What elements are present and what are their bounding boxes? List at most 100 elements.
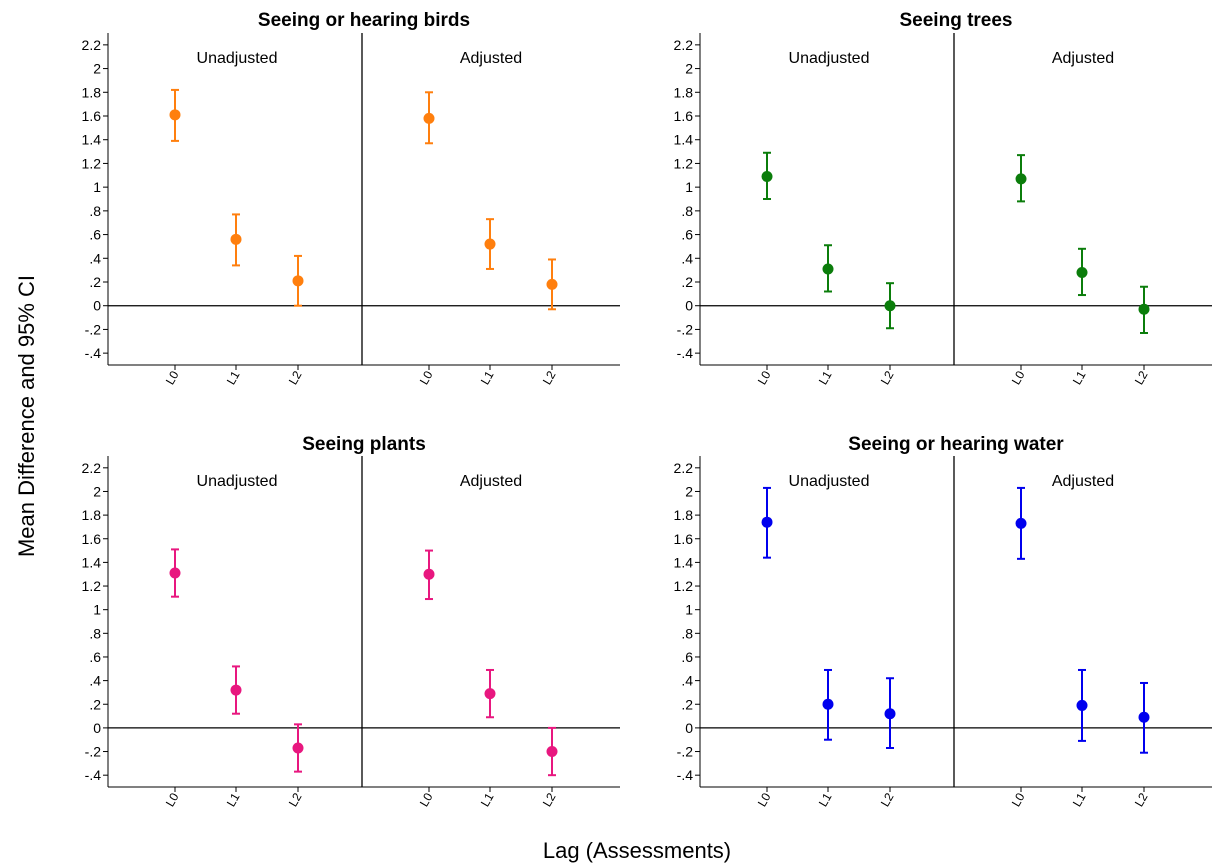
y-tick-label: .8 <box>681 625 693 641</box>
y-tick-label: 0 <box>685 298 693 314</box>
x-tick-label: L0 <box>1009 368 1028 387</box>
y-tick-label: .8 <box>89 625 101 641</box>
section-label: Adjusted <box>1052 473 1114 490</box>
y-tick-label: 1.8 <box>674 507 694 523</box>
chart-panel: Seeing trees -.4 -.2 0 .2 .4 .6 .8 1 1.2 1.4 1.6 1.8… <box>674 10 1212 387</box>
y-tick-label: .6 <box>89 227 101 243</box>
y-tick-label: .2 <box>89 274 101 290</box>
section-label: Adjusted <box>460 50 522 67</box>
y-tick-label: 2 <box>685 61 693 77</box>
y-tick-label: .2 <box>681 696 693 712</box>
x-tick-label: L1 <box>1070 368 1089 387</box>
x-tick-label: L0 <box>163 368 182 387</box>
mean-point <box>423 568 435 580</box>
mean-point <box>230 233 242 245</box>
y-tick-label: 1 <box>685 602 693 618</box>
mean-point <box>822 698 834 710</box>
x-tick-label: L0 <box>163 790 182 809</box>
x-tick-label: L1 <box>816 790 835 809</box>
panel-title: Seeing trees <box>900 10 1013 31</box>
x-tick-label: L0 <box>417 790 436 809</box>
x-tick-label: L1 <box>478 790 497 809</box>
mean-point <box>1138 711 1150 723</box>
chart-panel: Seeing plants -.4 -.2 0 .2 .4 .6 .8 1 1.2 1.4 1.6 1.… <box>82 434 620 809</box>
x-tick-label: L2 <box>1132 368 1151 387</box>
x-tick-label: L0 <box>755 790 774 809</box>
y-tick-label: .8 <box>681 203 693 219</box>
y-tick-label: .2 <box>89 696 101 712</box>
y-axis-title: Mean Difference and 95% CI <box>14 275 39 557</box>
mean-point <box>1015 517 1027 529</box>
y-tick-label: 1.4 <box>82 132 102 148</box>
mean-point <box>169 567 181 579</box>
chart-panel: Seeing or hearing water -.4 -.2 0 .2 .4 .6 .8 1 1… <box>674 434 1212 809</box>
y-tick-label: .4 <box>681 673 693 689</box>
mean-point <box>423 112 435 124</box>
x-tick-label: L1 <box>816 368 835 387</box>
y-tick-label: 0 <box>93 720 101 736</box>
x-tick-label: L0 <box>755 368 774 387</box>
x-tick-label: L2 <box>878 368 897 387</box>
y-tick-label: -.2 <box>85 321 102 337</box>
section-label: Unadjusted <box>789 473 870 490</box>
mean-point <box>822 263 834 275</box>
y-tick-label: 1.6 <box>674 531 694 547</box>
y-tick-label: 1.2 <box>82 578 102 594</box>
y-tick-label: .2 <box>681 274 693 290</box>
mean-point <box>1138 303 1150 315</box>
mean-point <box>884 300 896 312</box>
x-tick-label: L1 <box>478 368 497 387</box>
x-tick-label: L2 <box>878 790 897 809</box>
y-tick-label: 2 <box>93 483 101 499</box>
mean-point <box>1076 699 1088 711</box>
y-tick-label: -.4 <box>85 345 102 361</box>
x-axis-title: Lag (Assessments) <box>543 838 731 863</box>
x-tick-label: L1 <box>224 368 243 387</box>
y-tick-label: 2 <box>685 483 693 499</box>
y-tick-label: .6 <box>681 649 693 665</box>
chart-panel: Seeing or hearing birds -.4 -.2 0 .2 .4 .6 .8 1 1… <box>82 10 620 387</box>
y-tick-label: -.2 <box>85 744 102 760</box>
y-tick-label: .4 <box>89 250 101 266</box>
x-tick-label: L2 <box>286 790 305 809</box>
mean-point <box>761 170 773 182</box>
y-tick-label: 1.8 <box>674 84 694 100</box>
y-tick-label: 2 <box>93 61 101 77</box>
x-tick-label: L2 <box>540 368 559 387</box>
mean-point <box>484 238 496 250</box>
y-tick-label: 1.6 <box>82 108 102 124</box>
panel-title: Seeing or hearing water <box>848 434 1064 455</box>
y-tick-label: 1.2 <box>674 578 694 594</box>
y-tick-label: 2.2 <box>674 37 694 53</box>
mean-point <box>761 516 773 528</box>
mean-point <box>169 109 181 121</box>
y-tick-label: .4 <box>89 673 101 689</box>
x-tick-label: L0 <box>1009 790 1028 809</box>
y-tick-label: .6 <box>89 649 101 665</box>
y-tick-label: 2.2 <box>82 460 102 476</box>
y-tick-label: -.2 <box>677 744 694 760</box>
mean-point <box>292 742 304 754</box>
x-tick-label: L1 <box>224 790 243 809</box>
y-tick-label: .6 <box>681 227 693 243</box>
section-label: Unadjusted <box>197 473 278 490</box>
x-tick-label: L1 <box>1070 790 1089 809</box>
y-tick-label: 1.4 <box>82 554 102 570</box>
section-label: Unadjusted <box>789 50 870 67</box>
y-tick-label: 1.2 <box>82 155 102 171</box>
panel-title: Seeing plants <box>302 434 426 455</box>
y-tick-label: 1.6 <box>82 531 102 547</box>
y-tick-label: 0 <box>685 720 693 736</box>
x-tick-label: L2 <box>286 368 305 387</box>
y-tick-label: 1.4 <box>674 132 694 148</box>
y-tick-label: 1.4 <box>674 554 694 570</box>
mean-point <box>1015 173 1027 185</box>
mean-point <box>884 708 896 720</box>
mean-point <box>484 688 496 700</box>
y-tick-label: 1 <box>93 179 101 195</box>
section-label: Adjusted <box>1052 50 1114 67</box>
x-tick-label: L0 <box>417 368 436 387</box>
y-tick-label: 1.6 <box>674 108 694 124</box>
y-tick-label: -.4 <box>677 767 694 783</box>
y-tick-label: 1.8 <box>82 84 102 100</box>
